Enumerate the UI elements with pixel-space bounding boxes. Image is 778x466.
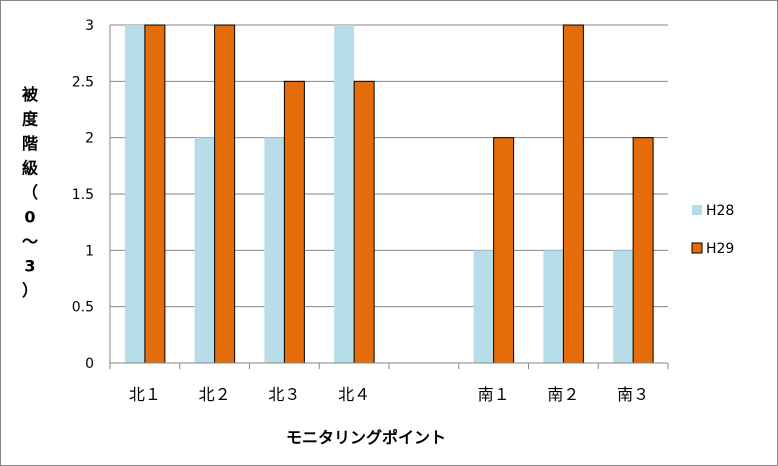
x-axis (109, 362, 669, 369)
y-tick-label: 2 (85, 131, 94, 147)
y-tick-labels: 0 0.5 1 1.5 2 2.5 3 (72, 18, 94, 372)
x-tick-label: 南２ (547, 385, 579, 404)
legend: H28 H29 (691, 203, 734, 257)
y-tick-label: 2.5 (72, 74, 94, 90)
bar-h28-3 (334, 25, 355, 363)
bar-h29-7 (632, 137, 654, 364)
x-axis-title: モニタリングポイント (286, 428, 446, 447)
y-axis-title-char: ） (22, 281, 38, 300)
x-tick-label: 北１ (129, 385, 161, 404)
gridlines (109, 24, 668, 363)
x-tick-label: 南１ (478, 385, 510, 404)
bar-h28-0 (124, 25, 145, 363)
bar-h29-5 (493, 137, 515, 364)
x-tick-labels: 北１ 北２ 北３ 北４ 南１ 南２ 南３ (129, 385, 649, 404)
bar-h28-7 (613, 250, 634, 363)
x-tick-label: 北２ (199, 385, 231, 404)
bar-h29-0 (144, 24, 166, 364)
bar-h28-2 (264, 137, 285, 363)
bar-h29-2 (283, 80, 305, 364)
bar-h28-6 (543, 250, 564, 363)
y-tick-label: 0.5 (72, 300, 94, 316)
y-tick-label: 0 (85, 356, 94, 372)
y-axis-title-char: 3 (24, 257, 35, 276)
y-axis-title-char: 級 (22, 159, 38, 178)
y-axis-title-char: （ (22, 183, 38, 202)
y-axis-title-char: ～ (22, 232, 38, 251)
y-axis-title-char: 階 (22, 134, 38, 153)
x-tick-label: 南３ (617, 385, 649, 404)
y-axis-title-char: 度 (22, 110, 39, 129)
bar-h28-5 (473, 250, 494, 363)
bars (124, 24, 654, 364)
legend-label-h28: H28 (706, 203, 734, 219)
bar-h28-1 (194, 137, 215, 363)
x-tick-label: 北３ (268, 385, 300, 404)
bar-h29-3 (353, 80, 375, 364)
x-tick-label: 北４ (338, 385, 370, 404)
y-axis-title-char: 被 (22, 85, 39, 104)
y-tick-label: 1 (85, 243, 94, 259)
y-tick-label: 1.5 (72, 187, 94, 203)
y-tick-label: 3 (85, 18, 94, 34)
bar-h29-6 (562, 24, 584, 364)
legend-swatch-h28 (692, 205, 702, 215)
legend-label-h29: H29 (706, 241, 734, 257)
bar-h29-1 (214, 24, 236, 364)
y-axis-title-char: 0 (24, 208, 35, 227)
legend-swatch-h29 (691, 242, 703, 254)
